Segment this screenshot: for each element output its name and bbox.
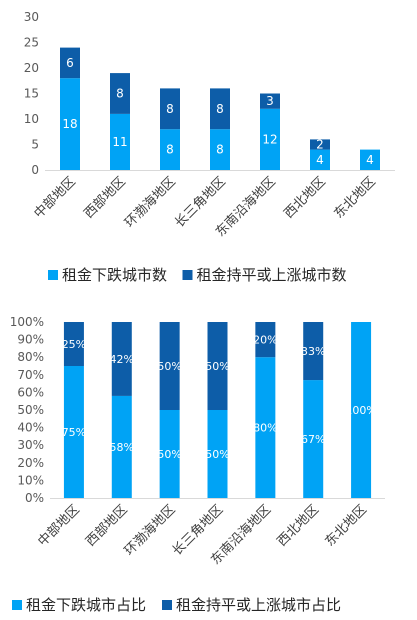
bar-decline-3 <box>210 129 230 170</box>
x-tick-label: 中部地区 <box>35 502 82 549</box>
legend-swatch <box>182 270 193 280</box>
data-label: 50% <box>157 448 181 461</box>
x-tick-label: 中部地区 <box>31 174 78 221</box>
y-tick-label: 60% <box>17 385 44 399</box>
x-tick-label: 环渤海地区 <box>121 502 178 559</box>
data-label: 42% <box>110 353 134 366</box>
bar-flat-or-rise-4 <box>260 93 280 109</box>
bar-decline-6 <box>360 149 380 170</box>
data-label: 4 <box>316 153 324 167</box>
bar-decline-3 <box>207 410 228 498</box>
legend-label: 租金持平或上涨城市数 <box>197 266 347 284</box>
data-label: 6 <box>66 56 74 70</box>
chart-rental-city-counts: 051015202530186中部地区118西部地区88环渤海地区88长三角地区… <box>24 10 395 284</box>
data-label: 50% <box>157 360 181 373</box>
y-tick-label: 15 <box>24 87 39 101</box>
data-label: 8 <box>116 87 124 101</box>
legend-label: 租金下跌城市数 <box>62 266 167 284</box>
data-label: 67% <box>301 433 325 446</box>
x-tick-label: 西部地区 <box>83 502 130 549</box>
y-tick-label: 30% <box>17 438 44 452</box>
y-tick-label: 100% <box>10 315 44 329</box>
y-tick-label: 20 <box>24 61 39 75</box>
bar-flat-or-rise-3 <box>210 88 230 130</box>
legend-swatch <box>48 270 58 280</box>
data-label: 4 <box>366 153 374 167</box>
bar-decline-4 <box>260 108 280 170</box>
bar-flat-or-rise-5 <box>303 322 324 381</box>
bar-decline-1 <box>110 113 130 170</box>
bar-decline-1 <box>111 395 132 498</box>
data-label: 3 <box>266 94 274 108</box>
data-label: 50% <box>205 448 229 461</box>
x-tick-label: 西部地区 <box>81 174 128 221</box>
y-tick-label: 70% <box>17 368 44 382</box>
bar-decline-6 <box>351 322 372 498</box>
bar-flat-or-rise-2 <box>159 322 180 410</box>
data-label: 80% <box>253 422 277 435</box>
bar-decline-0 <box>63 366 84 498</box>
bar-decline-2 <box>159 410 180 498</box>
data-label: 25% <box>62 338 86 351</box>
data-label: 58% <box>110 441 134 454</box>
bar-flat-or-rise-5 <box>310 139 330 150</box>
chart-rental-city-share: 0% 10% 20% 30% 40% 50% 60% 70% 80% 90% 100% 75% 25% 中… <box>10 315 385 614</box>
y-tick-label: 30 <box>24 10 39 24</box>
bar-flat-or-rise-0 <box>60 47 80 79</box>
legend-swatch <box>12 600 22 610</box>
data-label: 8 <box>216 102 224 116</box>
data-label: 11 <box>112 135 127 149</box>
y-tick-label: 0 <box>31 163 39 177</box>
y-tick-label: 90% <box>17 333 44 347</box>
data-label: 18 <box>62 117 77 131</box>
bar-flat-or-rise-2 <box>160 88 180 130</box>
data-label: 8 <box>216 143 224 157</box>
bar-flat-or-rise-1 <box>111 322 132 396</box>
data-label: 75% <box>62 426 86 439</box>
data-label: 100% <box>345 404 376 417</box>
data-label: 2 <box>316 138 324 152</box>
bar-flat-or-rise-4 <box>255 322 276 358</box>
data-label: 8 <box>166 102 174 116</box>
y-tick-label: 5 <box>31 138 39 152</box>
data-label: 50% <box>205 360 229 373</box>
y-tick-label: 25 <box>24 36 39 50</box>
data-label: 20% <box>253 334 277 347</box>
x-tick-label: 西北地区 <box>281 174 328 221</box>
data-label: 12 <box>262 132 277 146</box>
bar-flat-or-rise-3 <box>207 322 228 410</box>
y-tick-label: 10 <box>24 112 39 126</box>
y-tick-label: 20% <box>17 456 44 470</box>
x-tick-label: 西北地区 <box>275 502 322 549</box>
x-tick-label: 东北地区 <box>331 174 378 221</box>
y-tick-label: 80% <box>17 350 44 364</box>
bar-decline-4 <box>255 357 276 498</box>
bar-decline-5 <box>303 380 324 498</box>
y-tick-label: 0% <box>25 491 44 505</box>
data-label: 8 <box>166 143 174 157</box>
legend-label: 租金持平或上涨城市占比 <box>176 596 341 614</box>
bar-decline-0 <box>60 78 80 170</box>
x-tick-label: 东北地区 <box>323 502 370 549</box>
y-tick-label: 10% <box>17 473 44 487</box>
data-label: 33% <box>301 345 325 358</box>
y-tick-label: 40% <box>17 421 44 435</box>
bar-decline-2 <box>160 129 180 170</box>
legend-label: 租金下跌城市占比 <box>26 596 146 614</box>
y-tick-label: 50% <box>17 403 44 417</box>
legend-swatch <box>162 600 172 610</box>
bar-flat-or-rise-1 <box>110 73 130 114</box>
bar-decline-5 <box>310 149 330 170</box>
bar-flat-or-rise-0 <box>63 322 84 366</box>
x-tick-label: 环渤海地区 <box>122 174 179 231</box>
